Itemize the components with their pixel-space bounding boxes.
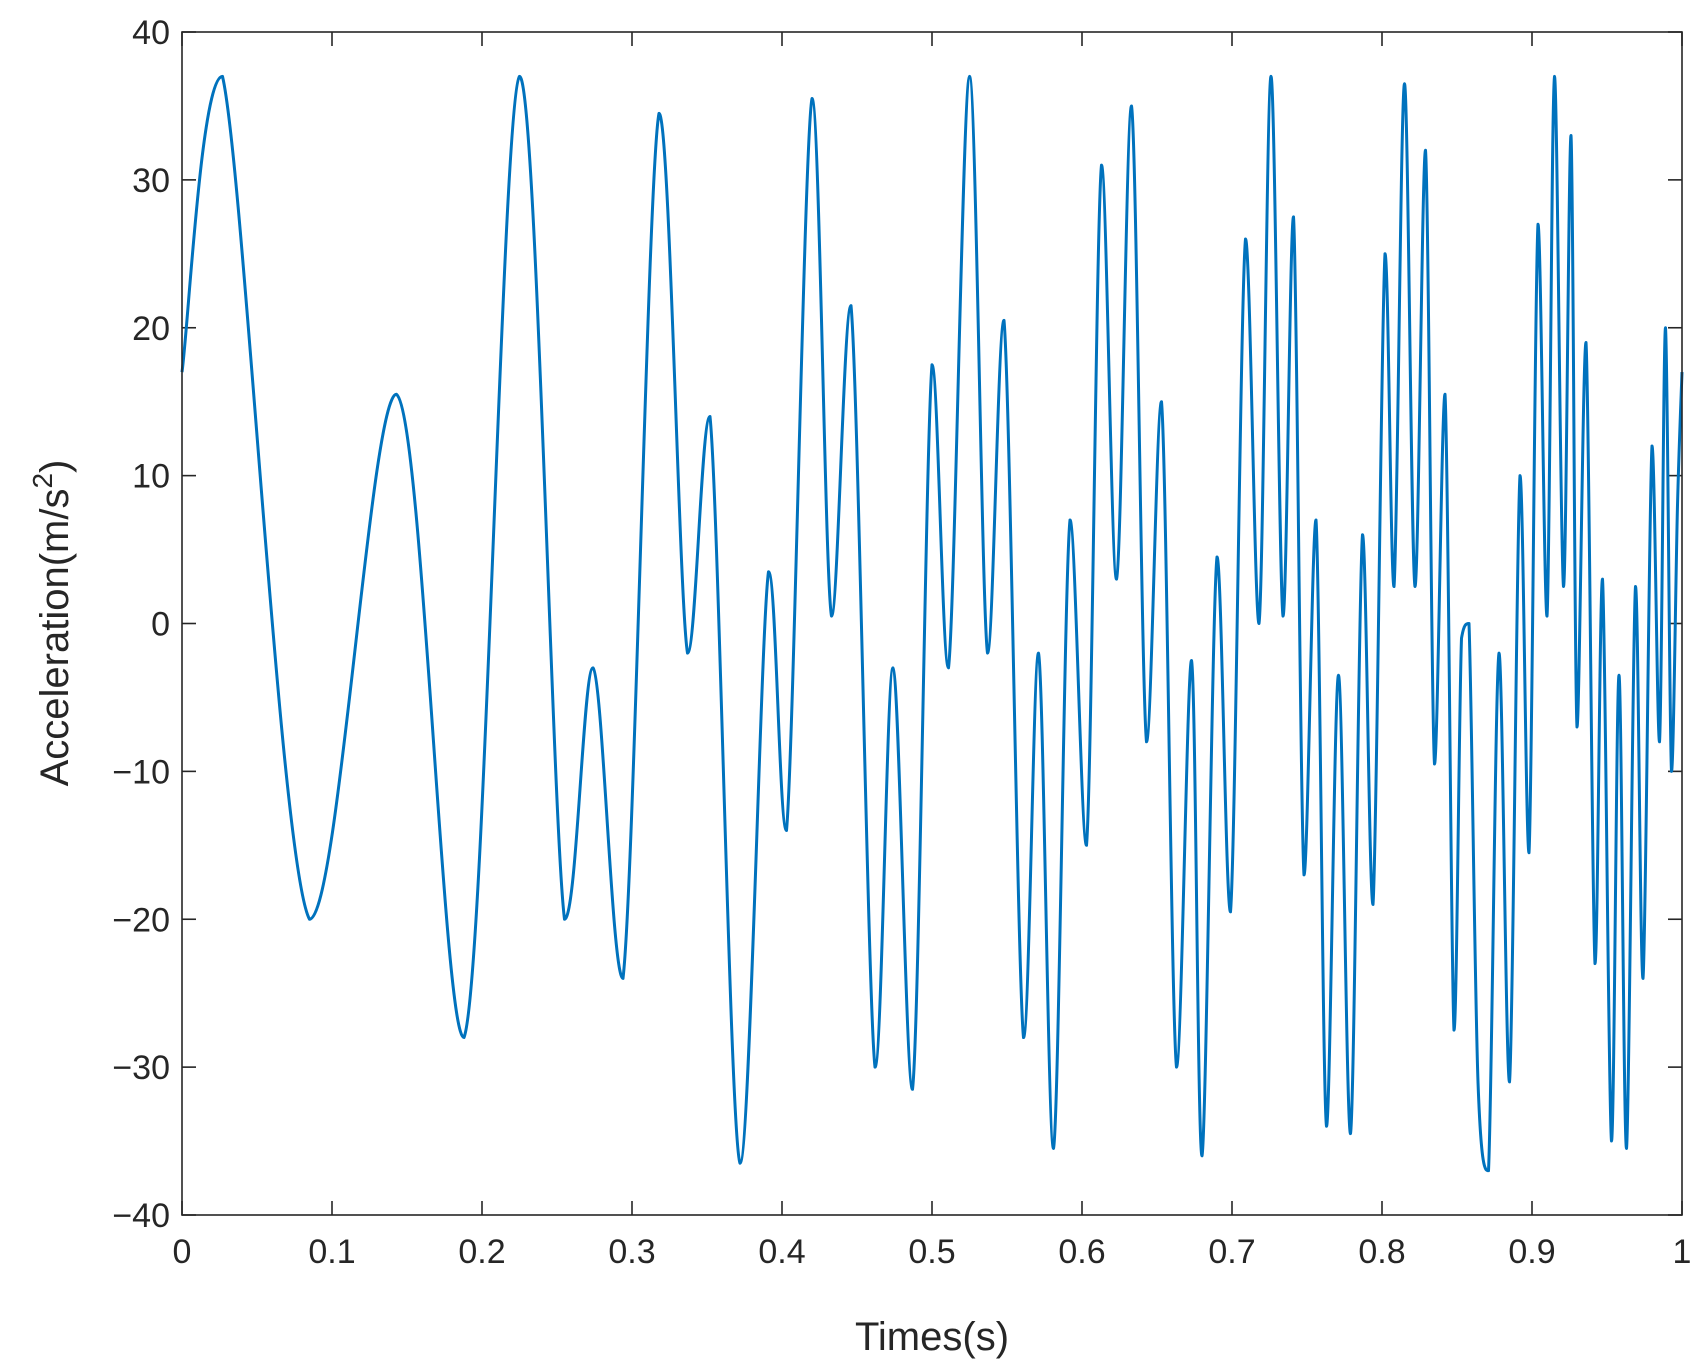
x-tick-label: 0.2 — [458, 1233, 505, 1271]
y-axis-title-close: ) — [33, 460, 77, 473]
y-tick-labels: −40 −30 −20 −10 0 10 20 30 40 — [112, 14, 170, 1235]
y-tick-label: −20 — [112, 901, 170, 939]
y-tick-label: −30 — [112, 1049, 170, 1087]
y-tick-label: −40 — [112, 1197, 170, 1235]
x-tick-label: 1 — [1673, 1233, 1692, 1271]
x-tick-label: 0.4 — [758, 1233, 805, 1271]
x-tick-label: 0 — [173, 1233, 192, 1271]
plot-area — [182, 32, 1682, 1215]
series-line — [180, 74, 1684, 1173]
y-tick-label: 0 — [151, 606, 170, 644]
y-axis-title: Acceleration(m/s2) — [27, 460, 77, 787]
x-tick-label: 0.1 — [308, 1233, 355, 1271]
axes-box — [181, 31, 1683, 1216]
x-tick-label: 0.9 — [1508, 1233, 1555, 1271]
x-axis-title: Times(s) — [855, 1315, 1009, 1359]
y-tick-label: −10 — [112, 753, 170, 791]
x-tick-label: 0.7 — [1208, 1233, 1255, 1271]
y-axis-title-superscript: 2 — [27, 473, 58, 489]
x-tick-label: 0.5 — [908, 1233, 955, 1271]
y-tick-label: 40 — [132, 14, 170, 52]
x-tick-label: 0.8 — [1358, 1233, 1405, 1271]
x-tick-label: 0.6 — [1058, 1233, 1105, 1271]
y-tick-label: 10 — [132, 458, 170, 496]
y-axis-title-main: Acceleration(m/s — [33, 489, 77, 787]
x-tick-labels: 0 0.1 0.2 0.3 0.4 0.5 0.6 0.7 0.8 0.9 1 — [173, 1233, 1692, 1271]
y-tick-label: 30 — [132, 162, 170, 200]
x-tick-label: 0.3 — [608, 1233, 655, 1271]
y-tick-label: 20 — [132, 310, 170, 348]
